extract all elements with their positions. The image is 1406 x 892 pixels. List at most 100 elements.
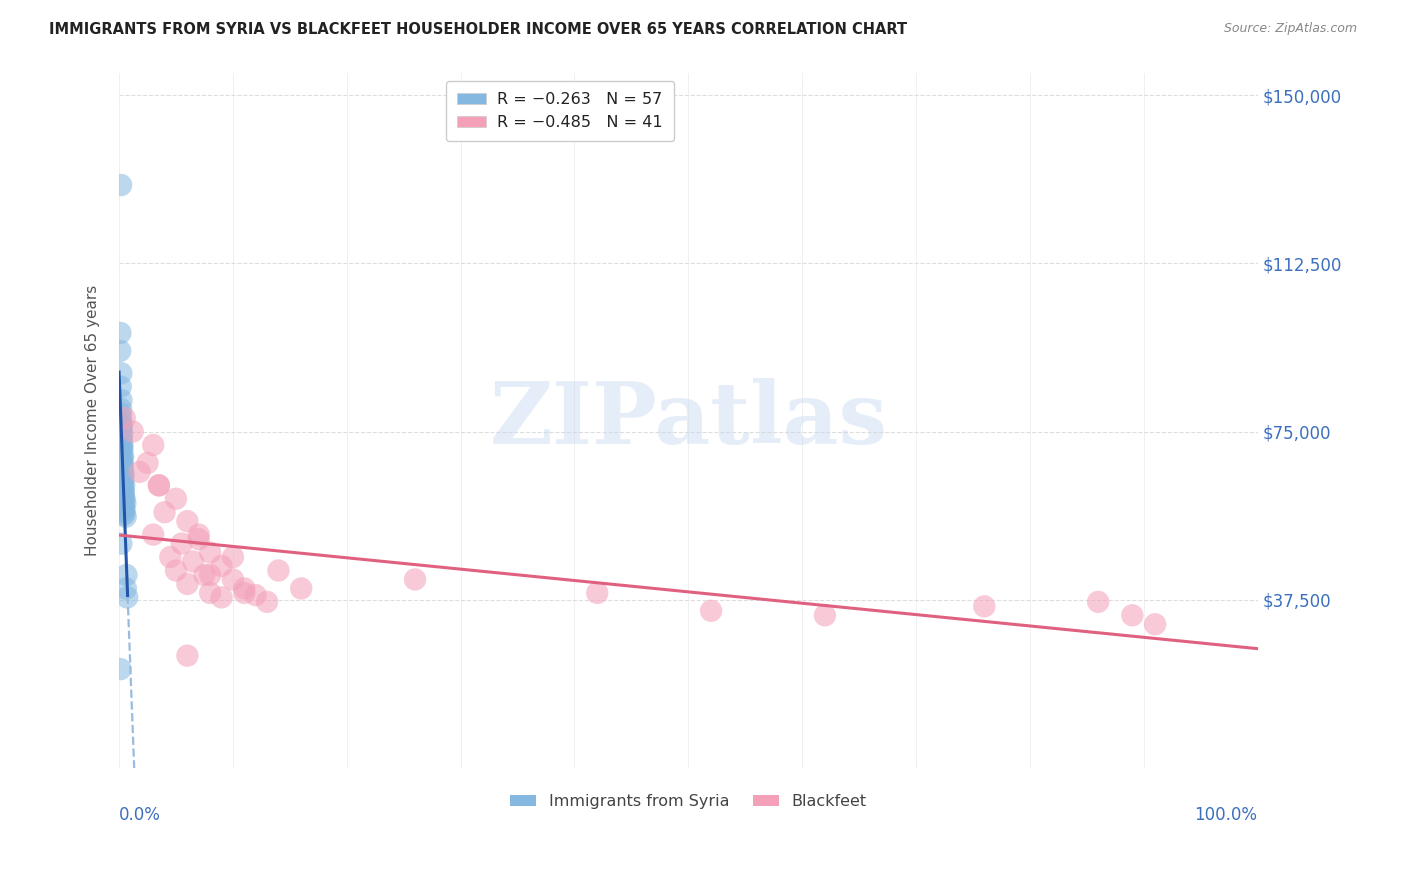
Point xyxy=(245,588,267,602)
Point xyxy=(110,178,132,192)
Point xyxy=(110,536,132,550)
Point xyxy=(112,499,135,513)
Point xyxy=(111,456,134,470)
Point xyxy=(112,472,135,486)
Point xyxy=(114,505,136,519)
Point xyxy=(110,416,132,430)
Point xyxy=(111,438,134,452)
Point xyxy=(176,648,198,663)
Point xyxy=(112,500,135,515)
Point xyxy=(110,380,132,394)
Point xyxy=(110,411,132,425)
Point xyxy=(111,417,134,432)
Point xyxy=(110,420,132,434)
Point xyxy=(110,434,132,448)
Point xyxy=(112,487,135,501)
Point xyxy=(267,564,290,578)
Point xyxy=(181,555,204,569)
Point xyxy=(193,568,215,582)
Point xyxy=(256,595,278,609)
Point xyxy=(153,505,176,519)
Point xyxy=(187,527,209,541)
Point xyxy=(112,476,135,491)
Point xyxy=(111,431,134,445)
Point xyxy=(110,460,132,475)
Point xyxy=(290,582,312,596)
Point xyxy=(148,478,170,492)
Point xyxy=(114,491,136,506)
Point xyxy=(111,481,134,495)
Point xyxy=(211,559,233,574)
Point xyxy=(233,582,256,596)
Point xyxy=(142,438,165,452)
Point xyxy=(814,608,837,623)
Point xyxy=(700,604,723,618)
Point xyxy=(112,494,135,508)
Point xyxy=(165,564,187,578)
Point xyxy=(110,326,132,340)
Point xyxy=(1144,617,1167,632)
Point xyxy=(148,478,170,492)
Point xyxy=(111,426,134,441)
Point xyxy=(115,568,138,582)
Point xyxy=(114,411,136,425)
Text: IMMIGRANTS FROM SYRIA VS BLACKFEET HOUSEHOLDER INCOME OVER 65 YEARS CORRELATION : IMMIGRANTS FROM SYRIA VS BLACKFEET HOUSE… xyxy=(49,22,907,37)
Point xyxy=(165,491,187,506)
Point xyxy=(110,393,132,408)
Point xyxy=(1121,608,1143,623)
Point xyxy=(114,496,136,510)
Y-axis label: Householder Income Over 65 years: Householder Income Over 65 years xyxy=(86,285,100,556)
Point xyxy=(112,508,135,522)
Legend: Immigrants from Syria, Blackfeet: Immigrants from Syria, Blackfeet xyxy=(503,788,873,815)
Point xyxy=(404,573,426,587)
Text: 0.0%: 0.0% xyxy=(120,805,160,824)
Point xyxy=(108,343,131,358)
Point xyxy=(110,422,132,436)
Point xyxy=(117,591,139,605)
Point xyxy=(112,485,135,500)
Point xyxy=(111,453,134,467)
Point xyxy=(176,577,198,591)
Text: 100.0%: 100.0% xyxy=(1195,805,1257,824)
Point xyxy=(112,483,135,497)
Point xyxy=(110,447,132,461)
Point xyxy=(110,366,132,380)
Point xyxy=(211,591,233,605)
Point xyxy=(159,549,181,564)
Point xyxy=(110,402,132,417)
Point xyxy=(112,449,135,463)
Point xyxy=(176,514,198,528)
Point xyxy=(198,586,221,600)
Point xyxy=(198,545,221,559)
Point xyxy=(111,469,134,483)
Point xyxy=(111,451,134,466)
Point xyxy=(128,465,150,479)
Point xyxy=(222,573,245,587)
Point xyxy=(110,435,132,450)
Point xyxy=(111,474,134,488)
Point xyxy=(112,503,135,517)
Point xyxy=(1087,595,1109,609)
Point xyxy=(142,527,165,541)
Point xyxy=(110,429,132,443)
Point xyxy=(111,440,134,454)
Point xyxy=(136,456,159,470)
Point xyxy=(222,549,245,564)
Point xyxy=(111,458,134,472)
Point xyxy=(111,465,134,479)
Text: Source: ZipAtlas.com: Source: ZipAtlas.com xyxy=(1223,22,1357,36)
Point xyxy=(112,478,135,492)
Point xyxy=(112,463,135,477)
Point xyxy=(110,407,132,421)
Point xyxy=(233,586,256,600)
Point xyxy=(121,425,143,439)
Point xyxy=(586,586,609,600)
Point xyxy=(198,568,221,582)
Point xyxy=(112,490,135,504)
Point xyxy=(114,509,136,524)
Point xyxy=(112,467,135,482)
Point xyxy=(115,582,138,596)
Point xyxy=(110,444,132,458)
Point xyxy=(110,425,132,439)
Point xyxy=(187,532,209,546)
